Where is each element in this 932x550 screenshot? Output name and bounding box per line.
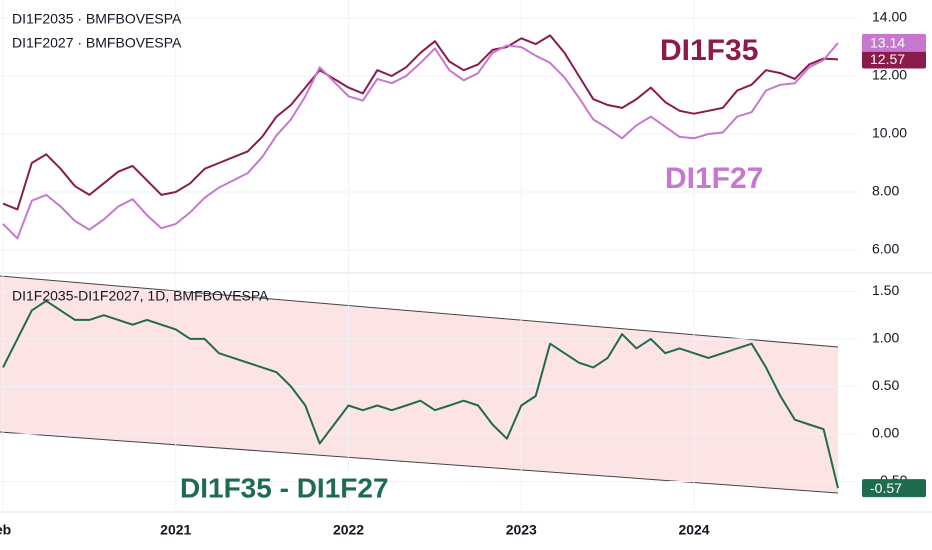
x-tick-label: 2024 [678, 522, 709, 538]
annotation: DI1F27 [665, 162, 763, 195]
series-line [2, 42, 839, 240]
series-line [2, 299, 839, 489]
legend-label: DI1F2027 · BMFBOVESPA [12, 35, 182, 51]
y-tick-label: 10.00 [872, 125, 907, 141]
annotation: DI1F35 [660, 34, 758, 67]
channel-lower [0, 431, 839, 494]
annotation: DI1F35 - DI1F27 [180, 472, 389, 503]
y-tick-label: 0.00 [872, 425, 899, 441]
y-tick-label: 14.00 [872, 9, 907, 25]
series-line [2, 34, 839, 211]
channel-fill [0, 276, 838, 493]
last-value-label: 13.14 [870, 35, 905, 51]
last-value-badge [862, 33, 926, 52]
x-tick-label: 2021 [160, 522, 191, 538]
y-tick-label: 12.00 [872, 67, 907, 83]
plot-layer [0, 0, 858, 510]
y-tick-label: 1.50 [872, 282, 899, 298]
last-value-badge [862, 479, 926, 498]
y-tick-label: 8.00 [872, 183, 899, 199]
y-tick-label: 0.50 [872, 377, 899, 393]
last-value-badge [862, 50, 926, 69]
legend-label: DI1F2035 · BMFBOVESPA [12, 11, 182, 27]
last-value-label: -0.57 [870, 480, 902, 496]
channel-upper [0, 275, 839, 348]
x-tick-label: eb [0, 522, 11, 538]
y-tick-label: 6.00 [872, 241, 899, 257]
y-tick-label: 1.00 [872, 330, 899, 346]
last-value-label: 12.57 [870, 51, 905, 67]
x-tick-label: 2022 [333, 522, 364, 538]
legend-label: DI1F2035-DI1F2027, 1D, BMFBOVESPA [12, 288, 269, 304]
x-tick-label: 2023 [506, 522, 537, 538]
